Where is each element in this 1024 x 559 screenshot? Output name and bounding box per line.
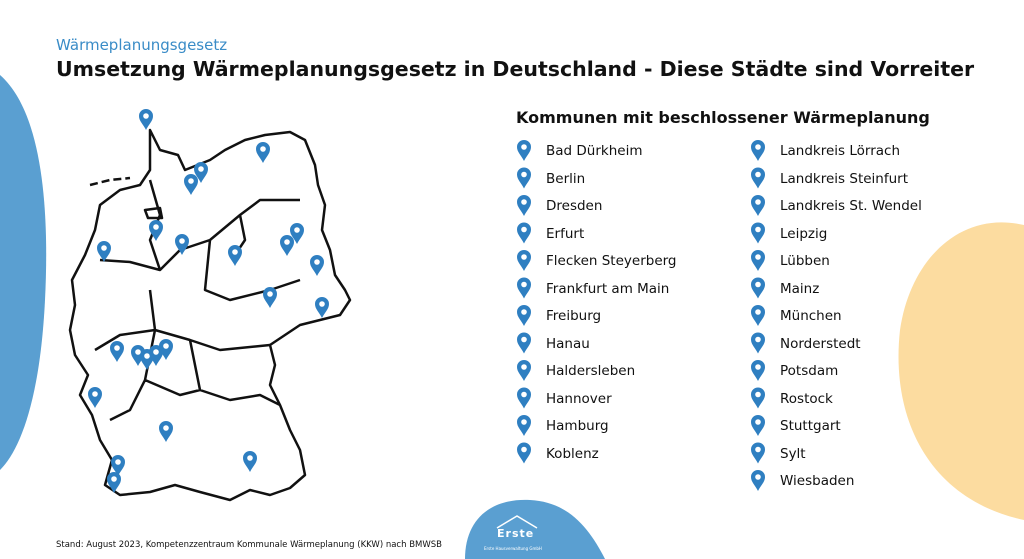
list-item: Lübben	[780, 253, 830, 269]
list-item: Bad Dürkheim	[546, 143, 643, 159]
list-item: Landkreis Lörrach	[780, 143, 901, 159]
list-pin	[751, 470, 765, 491]
list-pin	[751, 332, 765, 354]
list-pin	[751, 140, 765, 161]
list-item: Mainz	[780, 280, 820, 297]
list-item: Frankfurt am Main	[546, 280, 670, 297]
list-item: Hannover	[546, 390, 612, 407]
list-item: Dresden	[546, 198, 603, 214]
list-item: Stuttgart	[780, 418, 841, 434]
list-item: Rostock	[780, 390, 833, 407]
list-item: Hamburg	[546, 418, 609, 434]
list-pin	[751, 195, 765, 216]
list-item: Erfurt	[546, 225, 585, 242]
title: Umsetzung Wärmeplanungsgesetz in Deutsch…	[56, 57, 975, 81]
list-item: Potsdam	[780, 363, 839, 379]
blue-blob-left	[0, 75, 47, 470]
list-pin	[751, 305, 765, 326]
list-pin	[517, 415, 531, 436]
list-pin	[517, 305, 531, 326]
list-item: Freiburg	[546, 308, 602, 324]
list-item: Wiesbaden	[780, 473, 855, 489]
list-pin	[751, 442, 765, 464]
list-heading: Kommunen mit beschlossener Wärmeplanung	[516, 108, 930, 127]
list-item: München	[780, 308, 842, 324]
list-item: Leipzig	[780, 225, 828, 242]
subtitle: Wärmeplanungsgesetz	[56, 36, 228, 54]
list-pin	[751, 277, 765, 299]
list-pin	[751, 360, 765, 381]
list-pin	[517, 442, 531, 464]
list-item: Hanau	[546, 335, 590, 352]
blue-blob-bottom	[465, 499, 605, 559]
logo-name: Erste	[497, 527, 535, 540]
germany-map	[68, 128, 352, 502]
list-pin	[751, 250, 765, 271]
source: Stand: August 2023, Kompetenzzentraum Ko…	[56, 540, 442, 550]
list-pin	[517, 277, 531, 299]
list-pin	[517, 140, 531, 161]
list-pin	[517, 387, 531, 409]
list-item: Landkreis Steinfurt	[780, 170, 908, 187]
list-pin	[751, 387, 765, 409]
list-item: Haldersleben	[546, 363, 636, 379]
list-pin	[517, 250, 531, 271]
list-item: Berlin	[546, 170, 586, 187]
list-pin	[517, 360, 531, 381]
list-pin	[517, 332, 531, 354]
logo-tagline: Erste Hausverwaltung GmbH	[484, 546, 542, 551]
list-item: Norderstedt	[780, 335, 861, 352]
list-pin	[517, 195, 531, 216]
list-pin	[751, 167, 765, 189]
list-pin	[517, 167, 531, 189]
list-pin	[517, 222, 531, 244]
list-item: Flecken Steyerberg	[546, 253, 677, 269]
logo-house	[496, 515, 538, 529]
list-item: Koblenz	[546, 445, 599, 462]
yellow-blob-right	[898, 222, 1024, 521]
list-item: Landkreis St. Wendel	[780, 198, 922, 214]
list-item: Sylt	[780, 445, 806, 462]
list-pin	[751, 415, 765, 436]
list-pin	[751, 222, 765, 244]
